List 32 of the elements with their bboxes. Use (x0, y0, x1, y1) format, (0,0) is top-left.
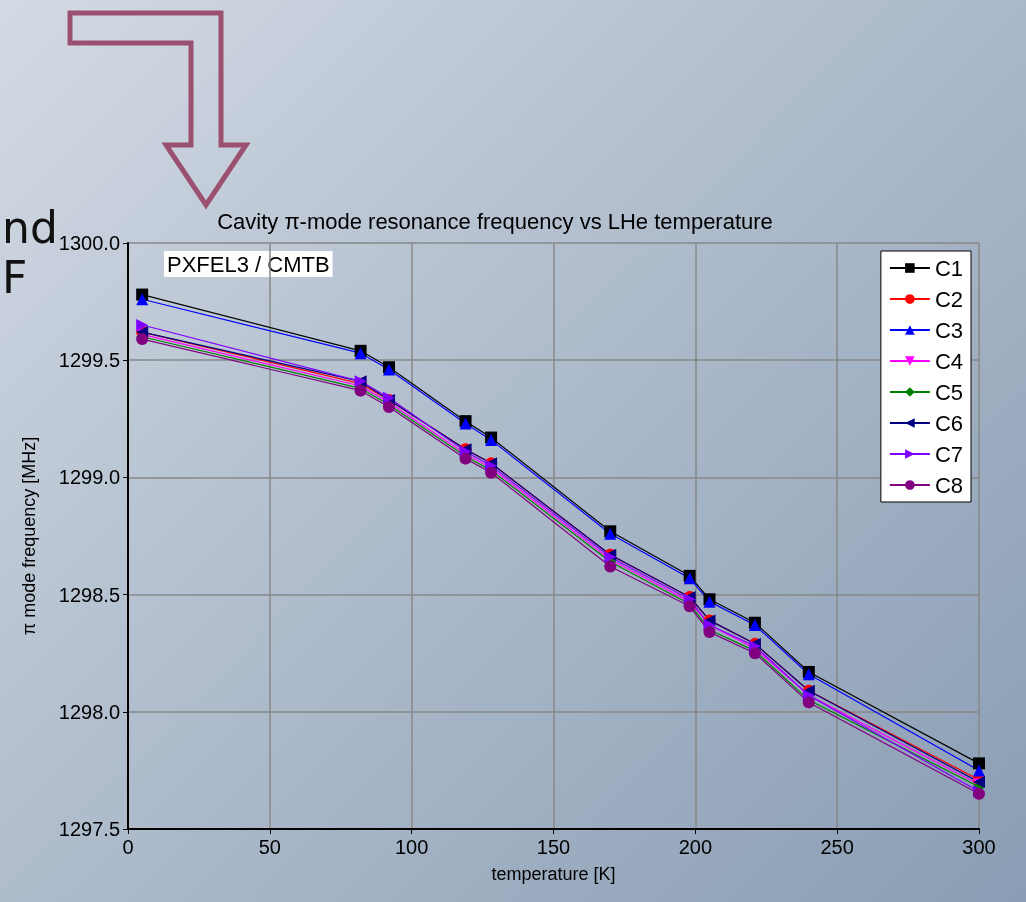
y-tick-label: 1298.0 (58, 700, 120, 723)
legend-label: C3 (934, 317, 963, 343)
y-tick-label: 1298.5 (58, 583, 120, 606)
x-tick-label: 100 (394, 836, 429, 858)
legend-label: C7 (934, 441, 963, 467)
text: nd (2, 201, 58, 253)
x-tick-label: 0 (122, 836, 134, 858)
x-tick-label: 200 (678, 836, 713, 858)
legend-label: C1 (934, 255, 963, 281)
x-tick-label: 50 (258, 836, 281, 858)
point (973, 757, 985, 770)
y-tick-label: 1297.5 (58, 818, 120, 840)
y-tick-label: 1300.0 (58, 232, 120, 254)
text: F (2, 251, 28, 303)
annotation: PXFEL3 / CMTB (167, 251, 330, 277)
point (136, 319, 149, 332)
point (973, 764, 985, 777)
x-tick-label: 250 (820, 836, 854, 858)
point (604, 560, 617, 573)
x-axis-title: temperature [K] (491, 864, 616, 884)
x-tick-label: 150 (536, 836, 571, 858)
point (136, 293, 149, 306)
legend-label: C4 (934, 348, 963, 374)
legend-label: C8 (934, 472, 963, 498)
legend-label: C2 (934, 286, 963, 312)
legend-label: C6 (934, 410, 963, 436)
x-tick-label: 300 (962, 836, 996, 858)
legend-label: C5 (934, 379, 963, 405)
y-tick-label: 1299.0 (58, 466, 120, 489)
y-axis-title: π mode frequency [MHz] (19, 436, 39, 636)
y-tick-label: 1299.5 (58, 349, 120, 372)
chart-title: Cavity π-mode resonance frequency vs LHe temperature (217, 208, 773, 234)
